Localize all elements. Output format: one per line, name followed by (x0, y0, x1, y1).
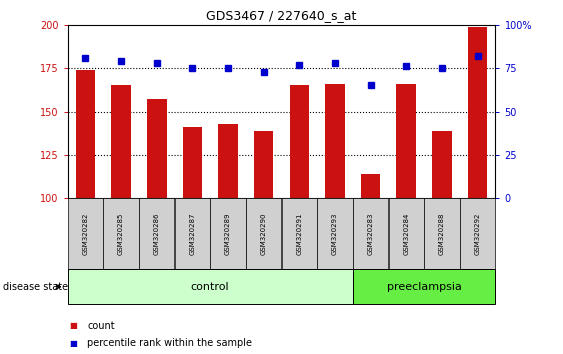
Bar (210, 198, 246, 269)
Text: GSM320288: GSM320288 (439, 212, 445, 255)
Text: control: control (191, 282, 230, 292)
Bar (282, 198, 317, 269)
Bar (218, 124, 238, 198)
Text: GSM320290: GSM320290 (261, 212, 267, 255)
Bar (111, 85, 131, 198)
Text: GSM320292: GSM320292 (475, 212, 481, 255)
Bar (139, 198, 175, 269)
Text: GSM320287: GSM320287 (189, 212, 195, 255)
Bar (424, 198, 460, 269)
Bar (175, 198, 210, 269)
Text: GSM320291: GSM320291 (296, 212, 302, 255)
Text: GSM320293: GSM320293 (332, 212, 338, 255)
Bar (396, 84, 416, 198)
Text: GSM320289: GSM320289 (225, 212, 231, 255)
Text: disease state: disease state (3, 282, 68, 292)
Bar (361, 174, 381, 198)
Bar (103, 198, 139, 269)
Bar (432, 131, 452, 198)
Bar (75, 70, 95, 198)
Bar (468, 27, 488, 198)
Text: GSM320282: GSM320282 (82, 212, 88, 255)
Bar (68, 198, 103, 269)
Text: GSM320283: GSM320283 (368, 212, 374, 255)
Text: count: count (87, 321, 115, 331)
Text: GSM320285: GSM320285 (118, 212, 124, 255)
Text: preeclampsia: preeclampsia (387, 282, 462, 292)
Text: GSM320284: GSM320284 (403, 212, 409, 255)
Text: ■: ■ (69, 321, 77, 330)
Bar (460, 198, 495, 269)
Bar (325, 84, 345, 198)
Bar (317, 198, 353, 269)
Bar (68, 269, 353, 304)
Bar (147, 99, 167, 198)
Text: percentile rank within the sample: percentile rank within the sample (87, 338, 252, 348)
Bar (289, 85, 309, 198)
Bar (353, 269, 495, 304)
Bar (388, 198, 424, 269)
Bar (353, 198, 388, 269)
Text: GDS3467 / 227640_s_at: GDS3467 / 227640_s_at (206, 9, 357, 22)
Text: GSM320286: GSM320286 (154, 212, 160, 255)
Bar (182, 127, 202, 198)
Bar (246, 198, 282, 269)
Text: ■: ■ (69, 339, 77, 348)
Bar (254, 131, 274, 198)
